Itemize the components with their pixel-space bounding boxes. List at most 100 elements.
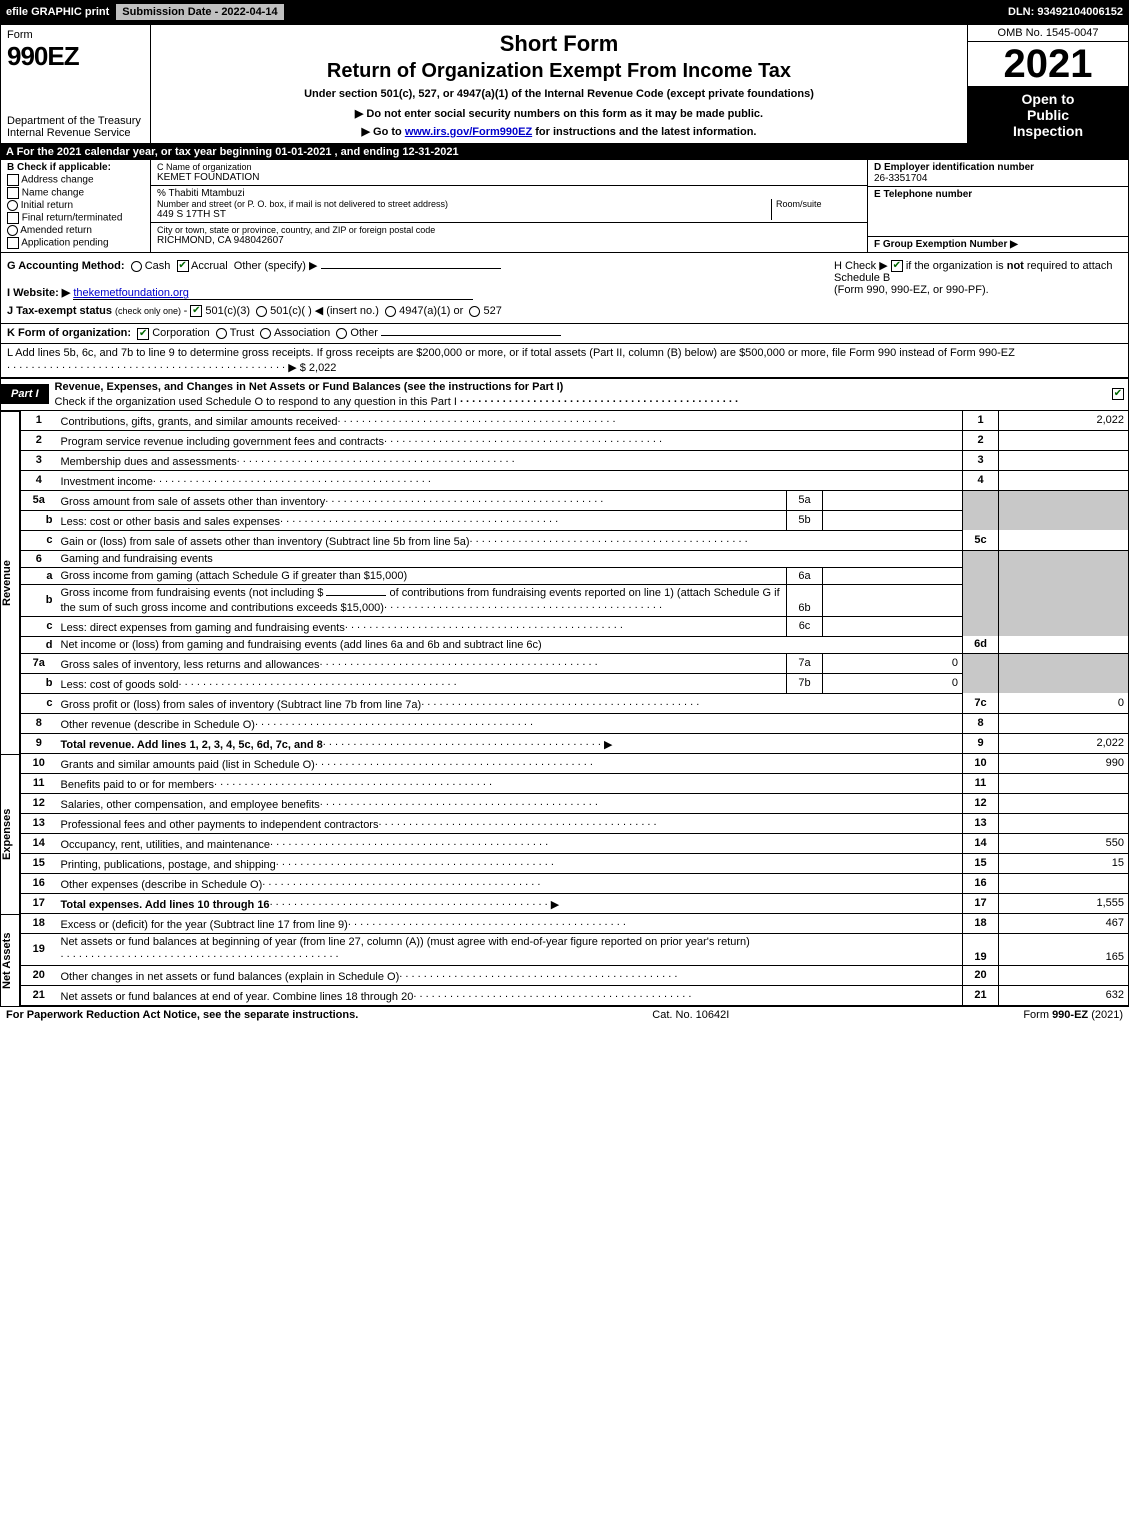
grey-7ab bbox=[963, 653, 999, 693]
line-5a-subnum: 5a bbox=[787, 490, 823, 510]
radio-association[interactable] bbox=[260, 328, 271, 339]
part-1-title-wrap: Revenue, Expenses, and Changes in Net As… bbox=[49, 379, 1108, 410]
row-h-not: not bbox=[1007, 260, 1024, 272]
website-link[interactable]: thekemetfoundation.org bbox=[73, 287, 473, 300]
line-6b-subnum: 6b bbox=[787, 584, 823, 616]
line-17-arrow: ▶ bbox=[551, 899, 559, 911]
side-label-expenses: Expenses bbox=[0, 754, 20, 914]
radio-trust[interactable] bbox=[216, 328, 227, 339]
label-amended-return: Amended return bbox=[20, 225, 92, 236]
checkbox-accrual[interactable] bbox=[177, 260, 189, 272]
line-11-desc: Benefits paid to or for members bbox=[61, 779, 214, 791]
line-6d-rnum: 6d bbox=[963, 636, 999, 653]
line-6c-num: c bbox=[21, 616, 57, 636]
line-21-num: 21 bbox=[21, 985, 57, 1005]
net-assets-table: 18 Excess or (deficit) for the year (Sub… bbox=[20, 914, 1129, 1006]
line-5b-subamt bbox=[823, 510, 963, 530]
goto-instructions: ▶ Go to www.irs.gov/Form990EZ for instru… bbox=[157, 125, 961, 138]
footer-cat-no: Cat. No. 10642I bbox=[652, 1009, 729, 1021]
checkbox-address-change[interactable]: Address change bbox=[7, 174, 144, 186]
checkbox-corporation[interactable] bbox=[137, 328, 149, 340]
form-label: Form bbox=[7, 29, 144, 41]
part-1-dots bbox=[460, 396, 738, 408]
line-7a: 7a Gross sales of inventory, less return… bbox=[21, 653, 1129, 673]
label-association: Association bbox=[274, 327, 330, 339]
box-c-city: City or town, state or province, country… bbox=[151, 223, 867, 248]
line-5b: b Less: cost or other basis and sales ex… bbox=[21, 510, 1129, 530]
line-20-num: 20 bbox=[21, 965, 57, 985]
line-19-desc: Net assets or fund balances at beginning… bbox=[61, 936, 750, 948]
label-city: City or town, state or province, country… bbox=[157, 225, 861, 235]
line-14-amount: 550 bbox=[999, 833, 1129, 853]
line-13-rnum: 13 bbox=[963, 813, 999, 833]
part-1-header: Part I Revenue, Expenses, and Changes in… bbox=[0, 378, 1129, 411]
topbar-spacer bbox=[285, 10, 1002, 14]
line-5c-rnum: 5c bbox=[963, 530, 999, 550]
line-12: 12 Salaries, other compensation, and emp… bbox=[21, 793, 1129, 813]
line-9-rnum: 9 bbox=[963, 733, 999, 753]
goto-link[interactable]: www.irs.gov/Form990EZ bbox=[405, 126, 532, 138]
line-14-num: 14 bbox=[21, 833, 57, 853]
line-9-amount: 2,022 bbox=[999, 733, 1129, 753]
line-4-num: 4 bbox=[21, 470, 57, 490]
revenue-section: Revenue 1 Contributions, gifts, grants, … bbox=[0, 411, 1129, 754]
submission-date-box: Submission Date - 2022-04-14 bbox=[115, 3, 284, 21]
radio-cash[interactable] bbox=[131, 261, 142, 272]
checkbox-final-return[interactable]: Final return/terminated bbox=[7, 212, 144, 224]
checkbox-schedule-b-not-required[interactable] bbox=[891, 260, 903, 272]
line-6b-desc1: Gross income from fundraising events (no… bbox=[61, 587, 324, 599]
line-5a-num: 5a bbox=[21, 490, 57, 510]
line-16-amount bbox=[999, 873, 1129, 893]
label-cash: Cash bbox=[145, 260, 171, 272]
dept-line-1: Department of the Treasury bbox=[7, 115, 144, 127]
line-6c: c Less: direct expenses from gaming and … bbox=[21, 616, 1129, 636]
open-line-2: Public bbox=[970, 107, 1126, 123]
line-4: 4 Investment income 4 bbox=[21, 470, 1129, 490]
label-application-pending: Application pending bbox=[21, 238, 108, 249]
other-specify-input[interactable] bbox=[321, 268, 501, 269]
open-line-1: Open to bbox=[970, 91, 1126, 107]
expenses-section: Expenses 10 Grants and similar amounts p… bbox=[0, 754, 1129, 914]
radio-4947a1[interactable] bbox=[385, 306, 396, 317]
line-3-desc: Membership dues and assessments bbox=[61, 456, 237, 468]
line-6-num: 6 bbox=[21, 550, 57, 567]
line-5b-num: b bbox=[21, 510, 57, 530]
efile-graphic-print[interactable]: efile GRAPHIC print bbox=[0, 4, 115, 20]
label-tax-exempt: J Tax-exempt status bbox=[7, 305, 115, 317]
radio-501c[interactable] bbox=[256, 306, 267, 317]
row-l-value: 2,022 bbox=[309, 362, 337, 374]
box-c: C Name of organization KEMET FOUNDATION … bbox=[151, 160, 868, 252]
line-6a-subnum: 6a bbox=[787, 567, 823, 584]
expenses-table: 10 Grants and similar amounts paid (list… bbox=[20, 754, 1129, 914]
line-19: 19 Net assets or fund balances at beginn… bbox=[21, 933, 1129, 965]
short-form-title: Short Form bbox=[157, 31, 961, 57]
grey-6abc-amt bbox=[999, 550, 1129, 636]
line-2-amount bbox=[999, 430, 1129, 450]
dln-number: DLN: 93492104006152 bbox=[1002, 4, 1129, 20]
line-6b-blank[interactable] bbox=[326, 595, 386, 596]
line-8-desc: Other revenue (describe in Schedule O) bbox=[61, 719, 255, 731]
checkbox-part1-schedule-o[interactable] bbox=[1112, 388, 1124, 400]
header-center: Short Form Return of Organization Exempt… bbox=[151, 25, 968, 143]
line-18-amount: 467 bbox=[999, 914, 1129, 934]
label-group-exemption: F Group Exemption Number ▶ bbox=[874, 239, 1018, 250]
checkbox-initial-return[interactable]: Initial return bbox=[7, 200, 144, 211]
checkbox-501c3[interactable] bbox=[190, 305, 202, 317]
line-2-desc: Program service revenue including govern… bbox=[61, 436, 384, 448]
label-address-change: Address change bbox=[21, 175, 93, 186]
row-a-calendar-year: A For the 2021 calendar year, or tax yea… bbox=[0, 144, 1129, 160]
checkbox-name-change[interactable]: Name change bbox=[7, 187, 144, 199]
footer-right-post: (2021) bbox=[1088, 1009, 1123, 1021]
label-ein: D Employer identification number bbox=[874, 162, 1034, 173]
radio-527[interactable] bbox=[469, 306, 480, 317]
line-20: 20 Other changes in net assets or fund b… bbox=[21, 965, 1129, 985]
other-org-input[interactable] bbox=[381, 335, 561, 336]
label-initial-return: Initial return bbox=[21, 200, 73, 211]
label-501c: 501(c)( ) ◀ (insert no.) bbox=[270, 305, 379, 317]
line-4-desc: Investment income bbox=[61, 476, 153, 488]
checkbox-application-pending[interactable]: Application pending bbox=[7, 237, 144, 249]
radio-other-org[interactable] bbox=[336, 328, 347, 339]
checkbox-amended-return[interactable]: Amended return bbox=[7, 225, 144, 236]
line-6d-desc: Net income or (loss) from gaming and fun… bbox=[61, 639, 542, 651]
line-16-rnum: 16 bbox=[963, 873, 999, 893]
